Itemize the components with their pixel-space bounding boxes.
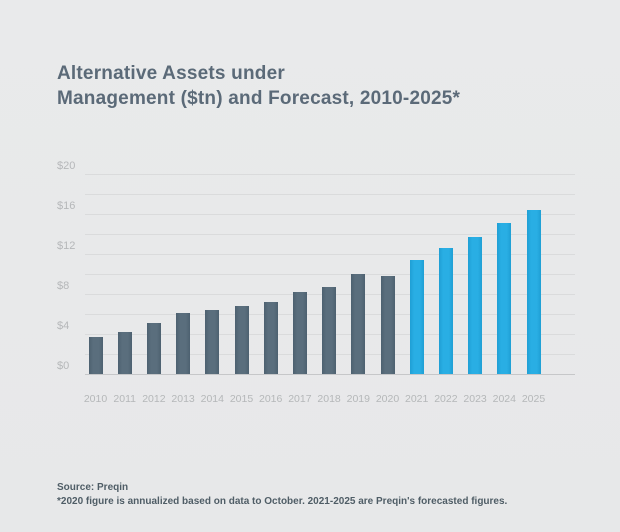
bar-2017 — [292, 292, 307, 374]
gridline-12 — [85, 254, 575, 255]
bar-2020 — [380, 276, 395, 374]
gridline-10 — [85, 274, 575, 275]
x-axis-tick-2018: 2018 — [317, 393, 341, 405]
x-axis-tick-2013: 2013 — [171, 393, 195, 405]
x-axis-tick-2014: 2014 — [200, 393, 224, 405]
x-axis-tick-2024: 2024 — [492, 393, 516, 405]
chart-title-line2: Management ($tn) and Forecast, 2010-2025… — [57, 88, 461, 109]
x-axis-tick-2025: 2025 — [521, 393, 546, 405]
x-axis-tick-2016: 2016 — [259, 393, 283, 405]
x-axis-tick-2012: 2012 — [142, 393, 166, 405]
plot-area — [85, 174, 575, 375]
bar-2010 — [88, 337, 103, 374]
bar-2015 — [234, 306, 249, 374]
y-axis-tick-12: $12 — [57, 240, 76, 252]
x-axis-tick-2015: 2015 — [229, 393, 254, 405]
bar-2011 — [117, 332, 132, 374]
bar-2016 — [263, 302, 278, 374]
bar-2018 — [322, 287, 337, 374]
gridline-18 — [85, 194, 575, 195]
x-axis-tick-2011: 2011 — [113, 393, 136, 405]
x-axis-tick-2010: 2010 — [83, 393, 108, 405]
x-axis-tick-2017: 2017 — [288, 393, 312, 405]
bar-2024-forecast — [497, 223, 512, 374]
x-axis-tick-2022: 2022 — [434, 393, 458, 405]
bar-2014 — [205, 310, 220, 374]
source-line: Source: Preqin — [57, 482, 129, 493]
x-axis-tick-2021: 2021 — [405, 393, 429, 405]
bar-2019 — [351, 274, 366, 374]
y-axis-tick-16: $16 — [57, 200, 76, 212]
y-axis-tick-8: $8 — [57, 280, 70, 292]
bar-2021-forecast — [409, 260, 424, 374]
bar-2013 — [176, 313, 191, 374]
chart-title-line1: Alternative Assets under — [57, 63, 285, 84]
bar-2025-forecast — [526, 210, 541, 374]
bar-2022-forecast — [438, 248, 453, 374]
chart-title: Alternative Assets under Management ($tn… — [57, 61, 460, 111]
x-axis-tick-2023: 2023 — [463, 393, 487, 405]
footer-note: Source: Preqin *2020 figure is annualize… — [57, 481, 507, 509]
bar-2023-forecast — [468, 237, 483, 374]
y-axis-tick-20: $20 — [57, 160, 76, 172]
footnote-line: *2020 figure is annualized based on data… — [57, 496, 508, 507]
x-axis-tick-2019: 2019 — [346, 393, 370, 405]
x-axis-line — [85, 374, 575, 375]
gridline-20 — [85, 174, 575, 175]
x-axis-tick-2020: 2020 — [375, 393, 400, 405]
y-axis-tick-4: $4 — [57, 320, 70, 332]
bar-2012 — [146, 323, 161, 374]
gridline-14 — [85, 234, 575, 235]
y-axis-tick-0: $0 — [57, 360, 70, 372]
gridline-16 — [85, 214, 575, 215]
